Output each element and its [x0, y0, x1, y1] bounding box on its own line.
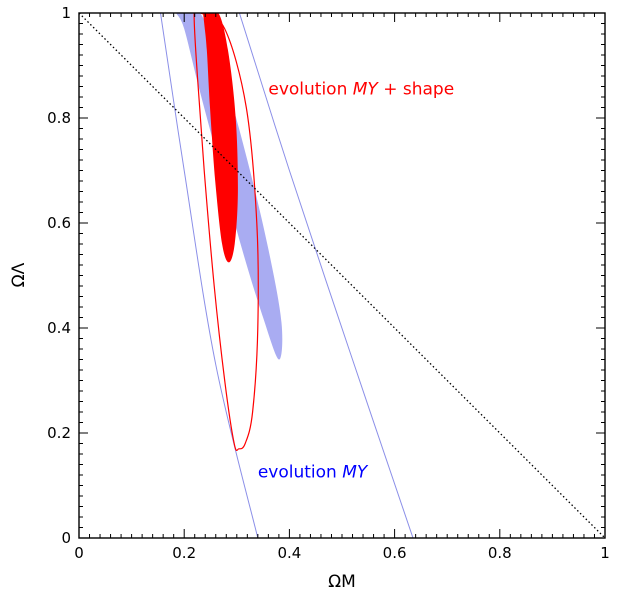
x-tick-label: 0.2: [172, 544, 196, 562]
series-evolution-my-contour-left: [160, 13, 259, 538]
series-evolution-my-shape-contour: [193, 13, 259, 452]
tick-labels: 0 0.2 0.4 0.6 0.8 1 0 0.2 0.4 0.6 0.8 1: [47, 4, 610, 562]
y-tick-label: 0.4: [47, 319, 71, 337]
y-axis-title: ΩΛ: [9, 262, 29, 287]
plot-area: [79, 13, 605, 538]
x-tick-label: 1: [600, 544, 610, 562]
x-axis-title: ΩM: [328, 572, 356, 592]
y-tick-label: 0: [61, 529, 71, 547]
x-tick-label: 0.6: [383, 544, 407, 562]
series-annotation: evolution MY: [258, 463, 369, 483]
y-tick-label: 0.2: [47, 424, 71, 442]
y-tick-label: 0.6: [47, 214, 71, 232]
y-tick-label: 0.8: [47, 109, 71, 127]
annotations: evolution MY + shape evolution MY: [258, 79, 454, 482]
series-evolution-my-shape-filled-region: [203, 13, 238, 263]
x-tick-label: 0: [74, 544, 84, 562]
y-tick-label: 1: [61, 4, 71, 22]
x-tick-label: 0.4: [277, 544, 301, 562]
axis-ticks: [78, 12, 606, 539]
series-annotation: evolution MY + shape: [268, 79, 454, 99]
x-tick-label: 0.8: [488, 544, 512, 562]
series-evolution-my-contour-right: [238, 13, 414, 538]
